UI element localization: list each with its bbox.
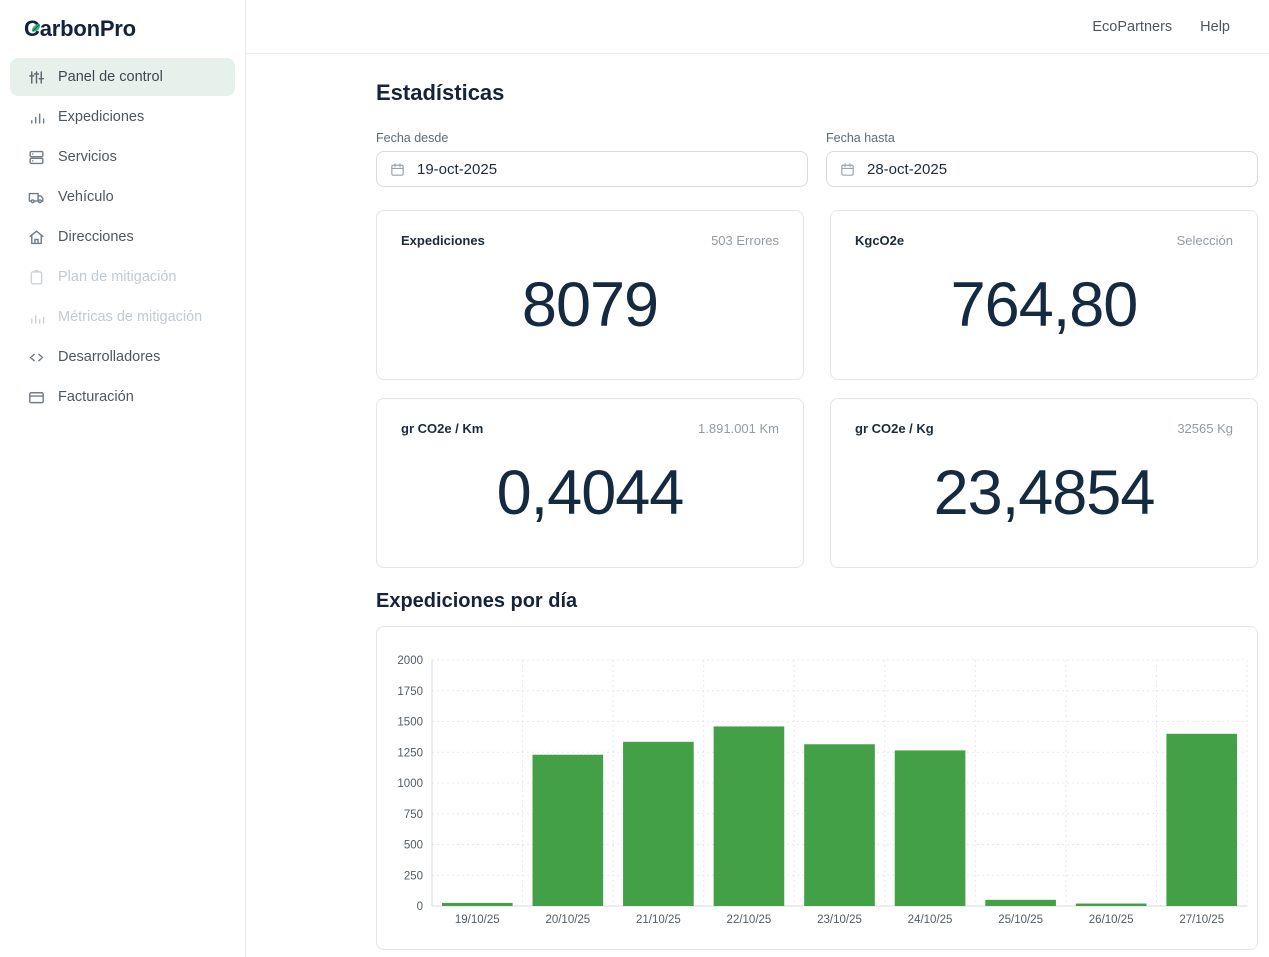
bar-chart: 0 250 500 750 1000 1250 1500 1750 2000 19/10/25 20… bbox=[377, 627, 1257, 949]
sidebar-item-panel-de-control[interactable]: Panel de control bbox=[10, 58, 235, 96]
clipboard-icon bbox=[26, 267, 46, 287]
date-from-label: Fecha desde bbox=[376, 131, 449, 145]
sidebar-item-vehiculo[interactable]: Vehículo bbox=[10, 178, 235, 216]
stat-card-value-wrap: 0,4044 bbox=[401, 436, 779, 549]
sidebar-item-label: Expediciones bbox=[58, 109, 145, 125]
sidebar-item-servicios[interactable]: Servicios bbox=[10, 138, 235, 176]
calendar-icon bbox=[839, 161, 856, 178]
stat-card-value-wrap: 23,4854 bbox=[855, 436, 1233, 549]
code-icon bbox=[26, 347, 46, 367]
date-to-input[interactable]: 28-oct-2025 bbox=[826, 151, 1258, 187]
stat-card-head: Expediciones 503 Errores bbox=[401, 233, 779, 248]
calendar-icon bbox=[389, 161, 406, 178]
top-bar: EcoPartners Help bbox=[246, 0, 1269, 54]
sidebar: C arbonPro Panel de control Expediciones bbox=[0, 0, 246, 957]
sidebar-item-facturacion[interactable]: Facturación bbox=[10, 378, 235, 416]
sidebar-item-label: Panel de control bbox=[58, 69, 163, 85]
sidebar-item-expediciones[interactable]: Expediciones bbox=[10, 98, 235, 136]
svg-text:500: 500 bbox=[404, 840, 423, 852]
sidebar-item-label: Facturación bbox=[58, 389, 134, 405]
sidebar-item-label: Desarrolladores bbox=[58, 349, 161, 365]
svg-text:1750: 1750 bbox=[397, 686, 423, 698]
stat-card-label: gr CO2e / Km bbox=[401, 421, 484, 436]
stat-card-gr-co2e-kg: gr CO2e / Kg 32565 Kg 23,4854 bbox=[830, 398, 1258, 568]
svg-text:0: 0 bbox=[417, 901, 423, 913]
stat-card-value-wrap: 8079 bbox=[401, 248, 779, 361]
leaf-icon bbox=[31, 24, 40, 32]
sidebar-item-label: Direcciones bbox=[58, 229, 134, 245]
svg-text:2000: 2000 bbox=[397, 655, 423, 667]
stat-card-gr-co2e-km: gr CO2e / Km 1.891.001 Km 0,4044 bbox=[376, 398, 804, 568]
stat-card-value: 764,80 bbox=[950, 269, 1139, 340]
stat-cards: Expediciones 503 Errores 8079 KgcO2e Sel… bbox=[376, 210, 1258, 568]
svg-text:21/10/25: 21/10/25 bbox=[636, 914, 681, 926]
sliders-icon bbox=[26, 67, 46, 87]
svg-text:26/10/25: 26/10/25 bbox=[1089, 914, 1134, 926]
date-to-label: Fecha hasta bbox=[826, 131, 895, 145]
stat-card-label: gr CO2e / Kg bbox=[855, 421, 934, 436]
date-from-value: 19-oct-2025 bbox=[417, 160, 498, 178]
chart-card: 0 250 500 750 1000 1250 1500 1750 2000 19/10/25 20… bbox=[376, 626, 1258, 950]
svg-text:1500: 1500 bbox=[397, 717, 423, 729]
bar-chart-icon bbox=[26, 307, 46, 327]
chart-section-title: Expediciones por día bbox=[376, 590, 578, 612]
sidebar-item-direcciones[interactable]: Direcciones bbox=[10, 218, 235, 256]
stat-card-value: 8079 bbox=[521, 269, 659, 340]
svg-text:20/10/25: 20/10/25 bbox=[545, 914, 590, 926]
sidebar-item-label: Servicios bbox=[58, 149, 117, 165]
sidebar-item-label: Vehículo bbox=[58, 189, 114, 205]
stat-card-sub: Selección bbox=[1176, 233, 1233, 248]
svg-text:19/10/25: 19/10/25 bbox=[455, 914, 500, 926]
brand-logo: C arbonPro bbox=[0, 0, 245, 56]
sidebar-item-metricas-de-mitigacion: Métricas de mitigación bbox=[10, 298, 235, 336]
help-link[interactable]: Help bbox=[1200, 18, 1230, 35]
page-title: Estadísticas bbox=[376, 80, 505, 105]
date-to-value: 28-oct-2025 bbox=[867, 160, 948, 178]
brand-initial: C bbox=[24, 16, 40, 41]
stat-card-expediciones: Expediciones 503 Errores 8079 bbox=[376, 210, 804, 380]
stat-card-sub: 32565 Kg bbox=[1177, 421, 1233, 436]
date-to-field: Fecha hasta 28-oct-2025 bbox=[826, 131, 1258, 187]
brand-name: arbonPro bbox=[39, 16, 136, 41]
main-area: EcoPartners Help Estadísticas Fecha desd… bbox=[246, 0, 1269, 957]
ecopartners-link[interactable]: EcoPartners bbox=[1092, 18, 1173, 35]
truck-icon bbox=[26, 187, 46, 207]
server-icon bbox=[26, 147, 46, 167]
stat-card-value-wrap: 764,80 bbox=[855, 248, 1233, 361]
sidebar-item-label: Plan de mitigación bbox=[58, 269, 177, 285]
svg-text:24/10/25: 24/10/25 bbox=[908, 914, 953, 926]
stat-card-sub: 503 Errores bbox=[711, 233, 779, 248]
svg-text:1000: 1000 bbox=[397, 778, 423, 790]
stat-card-head: gr CO2e / Kg 32565 Kg bbox=[855, 421, 1233, 436]
stat-card-sub: 1.891.001 Km bbox=[698, 421, 779, 436]
stat-card-head: KgcO2e Selección bbox=[855, 233, 1233, 248]
stat-card-head: gr CO2e / Km 1.891.001 Km bbox=[401, 421, 779, 436]
svg-text:23/10/25: 23/10/25 bbox=[817, 914, 862, 926]
svg-text:750: 750 bbox=[404, 809, 423, 821]
date-filters: Fecha desde 19-oct-2025 Fecha hasta bbox=[376, 131, 1258, 187]
svg-text:25/10/25: 25/10/25 bbox=[998, 914, 1043, 926]
credit-card-icon bbox=[26, 387, 46, 407]
stat-card-value: 0,4044 bbox=[496, 457, 685, 528]
stat-card-kgco2e: KgcO2e Selección 764,80 bbox=[830, 210, 1258, 380]
svg-text:1250: 1250 bbox=[397, 747, 423, 759]
stat-card-label: KgcO2e bbox=[855, 233, 905, 248]
svg-text:27/10/25: 27/10/25 bbox=[1179, 914, 1224, 926]
sidebar-nav: Panel de control Expediciones Servicios … bbox=[0, 56, 245, 416]
brand-logo-c: C bbox=[24, 16, 40, 42]
stat-card-value: 23,4854 bbox=[933, 457, 1156, 528]
sidebar-item-plan-de-mitigacion: Plan de mitigación bbox=[10, 258, 235, 296]
sidebar-item-label: Métricas de mitigación bbox=[58, 309, 203, 325]
home-icon bbox=[26, 227, 46, 247]
svg-text:22/10/25: 22/10/25 bbox=[727, 914, 772, 926]
date-from-field: Fecha desde 19-oct-2025 bbox=[376, 131, 808, 187]
sidebar-item-desarrolladores[interactable]: Desarrolladores bbox=[10, 338, 235, 376]
svg-text:250: 250 bbox=[404, 870, 423, 882]
stat-card-label: Expediciones bbox=[401, 233, 485, 248]
date-from-input[interactable]: 19-oct-2025 bbox=[376, 151, 808, 187]
bar-chart-icon bbox=[26, 107, 46, 127]
content: Estadísticas Fecha desde 19-oct-2025 Fec… bbox=[246, 54, 1269, 950]
